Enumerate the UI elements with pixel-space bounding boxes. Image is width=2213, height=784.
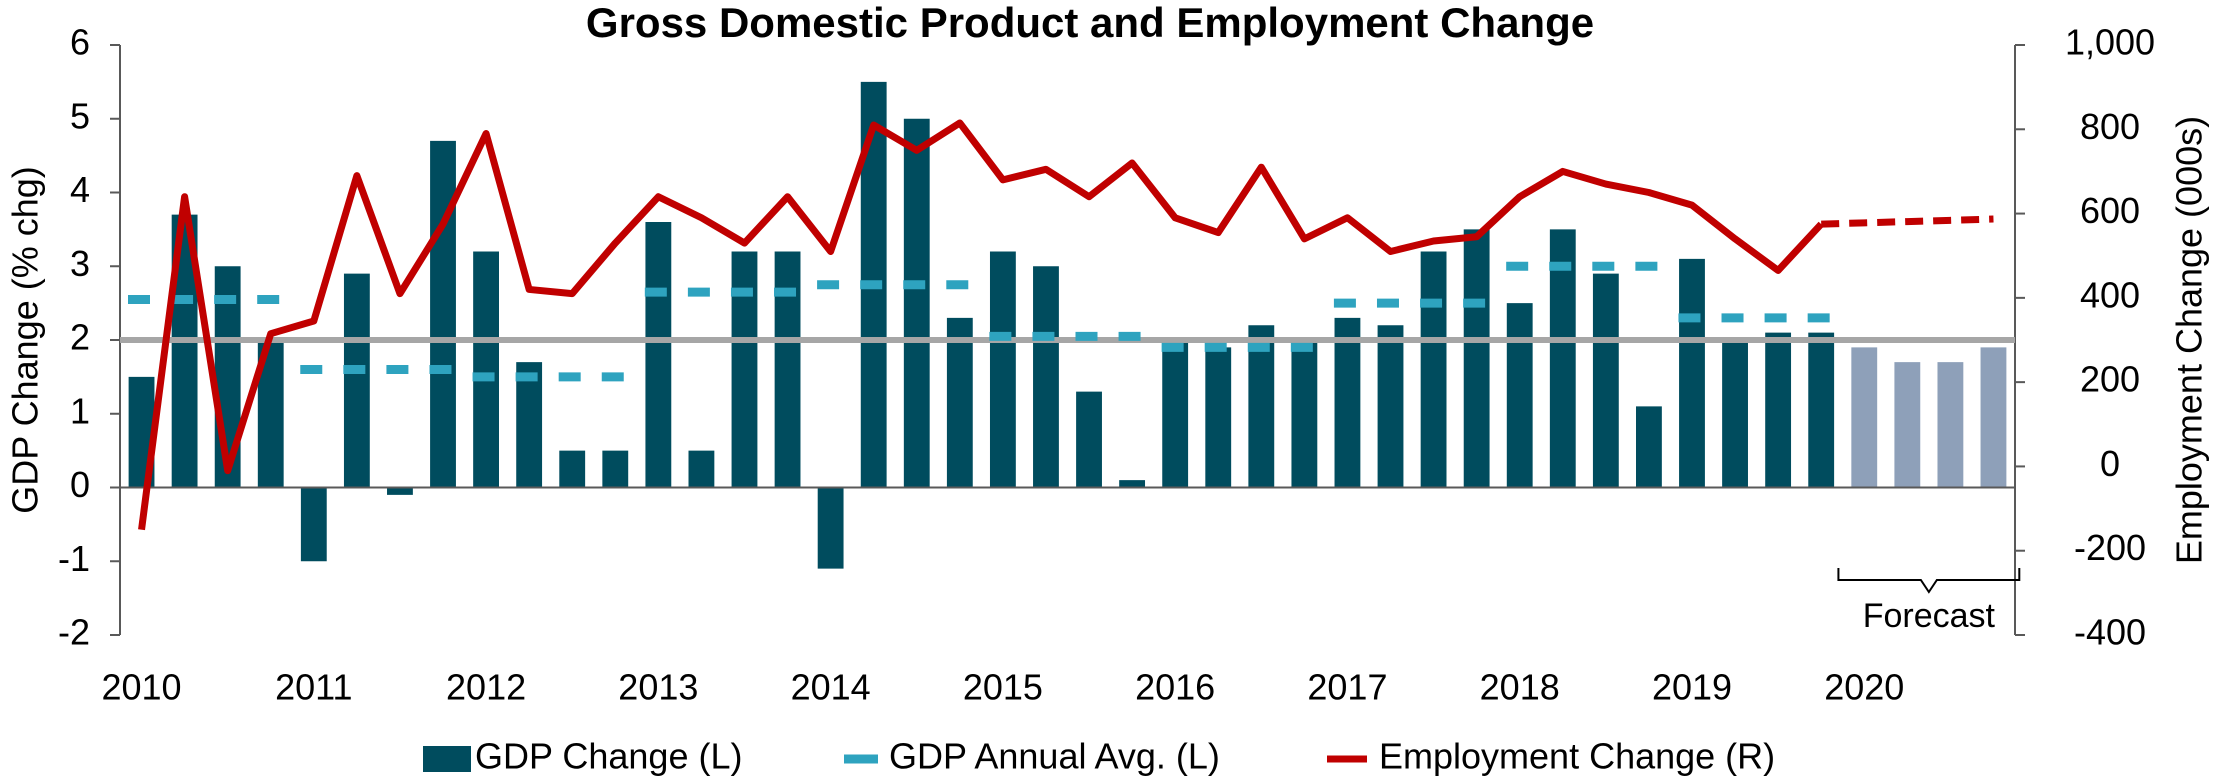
bar: [688, 450, 715, 488]
y2-tick-label: 800: [2080, 106, 2140, 147]
bar: [1076, 391, 1102, 488]
bar: [516, 362, 543, 488]
y-tick-label: 5: [70, 95, 90, 136]
legend-label: GDP Annual Avg. (L): [889, 736, 1220, 777]
bar: [1937, 362, 1964, 488]
employment-forecast-line: [1821, 215, 1994, 228]
bar: [1119, 480, 1146, 488]
bar: [1506, 303, 1533, 488]
forecast-label: Forecast: [1863, 597, 1996, 635]
bar: [645, 222, 672, 488]
bar: [817, 487, 844, 569]
x-tick-label: 2018: [1480, 667, 1560, 708]
bar: [731, 251, 758, 488]
bar: [1808, 332, 1835, 488]
legend-label: GDP Change (L): [475, 736, 742, 777]
bar: [1549, 229, 1576, 488]
y-tick-label: 0: [70, 464, 90, 505]
y-tick-label: 2: [70, 317, 90, 358]
bar: [300, 487, 327, 562]
y-tick-label: 6: [70, 22, 90, 63]
y2-tick-label: 200: [2080, 359, 2140, 400]
bar: [430, 140, 456, 488]
y-tick-label: 4: [70, 169, 90, 210]
bar: [473, 251, 499, 488]
chart-title: Gross Domestic Product and Employment Ch…: [586, 0, 1594, 46]
x-tick-label: 2017: [1307, 667, 1387, 708]
y2-tick-label: -400: [2074, 612, 2146, 653]
y-axis-label: GDP Change (% chg): [5, 166, 46, 514]
bar: [1636, 406, 1662, 488]
x-tick-label: 2012: [446, 667, 526, 708]
bar: [1592, 273, 1619, 488]
bar: [1162, 340, 1189, 488]
x-tick-label: 2019: [1652, 667, 1732, 708]
bar: [774, 251, 801, 488]
y2-tick-label: -200: [2074, 527, 2146, 568]
bar: [1722, 340, 1748, 488]
x-tick-label: 2010: [101, 667, 181, 708]
y2-tick-label: 1,000: [2065, 22, 2155, 63]
employment-line: [138, 119, 1824, 531]
bar: [343, 273, 370, 488]
bar: [1033, 266, 1059, 488]
y-tick-label: -2: [58, 612, 90, 653]
bar: [387, 487, 413, 495]
bar: [559, 450, 586, 488]
bar: [1463, 229, 1490, 488]
bar: [1420, 251, 1447, 488]
y2-axis-label: Employment Change (000s): [2169, 116, 2210, 564]
bar: [1377, 325, 1404, 488]
bar: [1679, 258, 1705, 488]
y2-tick-label: 0: [2100, 443, 2120, 484]
bar: [946, 317, 973, 488]
x-tick-label: 2020: [1824, 667, 1904, 708]
bar: [602, 450, 629, 488]
y2-tick-label: 600: [2080, 190, 2140, 231]
bar: [903, 118, 930, 488]
bar: [1291, 340, 1318, 488]
bar: [1765, 332, 1792, 488]
legend-swatch: [423, 746, 471, 772]
bar: [1334, 317, 1361, 488]
y-tick-label: -1: [58, 538, 90, 579]
bar: [1851, 347, 1878, 488]
y-tick-label: 1: [70, 390, 90, 431]
forecast-bracket: [1837, 568, 2021, 594]
x-tick-label: 2016: [1135, 667, 1215, 708]
x-tick-label: 2014: [791, 667, 871, 708]
bar: [989, 251, 1016, 488]
bar: [1205, 347, 1232, 488]
bar: [1248, 325, 1275, 488]
x-tick-label: 2013: [618, 667, 698, 708]
x-tick-label: 2015: [963, 667, 1043, 708]
y-tick-label: 3: [70, 243, 90, 284]
bar: [1894, 362, 1921, 488]
x-tick-label: 2011: [275, 667, 352, 708]
y2-tick-label: 400: [2080, 274, 2140, 315]
legend-label: Employment Change (R): [1379, 736, 1775, 777]
bar: [1980, 347, 2007, 488]
